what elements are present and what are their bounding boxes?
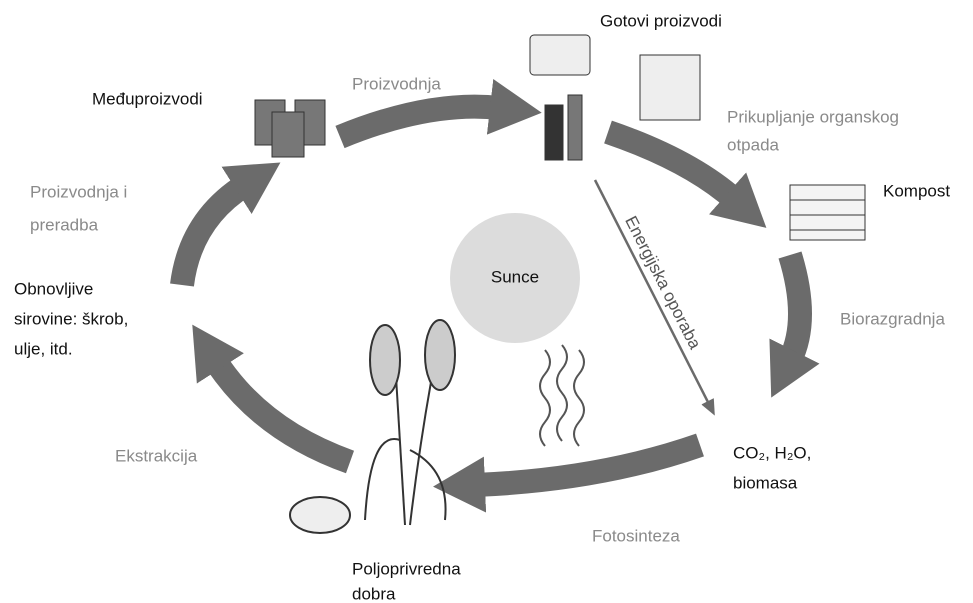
node-label: Kompost bbox=[883, 181, 950, 200]
process-label: Biorazgradnja bbox=[840, 309, 945, 328]
plant-icon bbox=[290, 320, 455, 533]
energy-arrow bbox=[595, 180, 713, 412]
node-label: Obnovljive bbox=[14, 279, 93, 298]
compost-icon bbox=[790, 185, 865, 240]
node-label: biomasa bbox=[733, 473, 798, 492]
arrow bbox=[790, 255, 800, 360]
node-label: ulje, itd. bbox=[14, 339, 73, 358]
cycle-diagram: Gotovi proizvodi Međuproizvodi Kompost O… bbox=[0, 0, 973, 603]
node-label: Međuproizvodi bbox=[92, 89, 203, 108]
process-label: preradba bbox=[30, 215, 99, 234]
process-label: Fotosinteza bbox=[592, 526, 680, 545]
node-label: CO₂, H₂O, bbox=[733, 443, 811, 462]
arrow bbox=[608, 132, 735, 200]
process-label: Proizvodnja i bbox=[30, 182, 127, 201]
process-label: Prikupljanje organskog bbox=[727, 107, 899, 126]
arrow bbox=[215, 360, 350, 462]
node-label: sirovine: škrob, bbox=[14, 309, 128, 328]
node-label: Poljoprivredna bbox=[352, 559, 461, 578]
process-label: Proizvodnja bbox=[352, 74, 441, 93]
arrow bbox=[475, 445, 700, 485]
sun-waves bbox=[540, 345, 584, 446]
sun-label: Sunce bbox=[491, 267, 539, 286]
cups-icon bbox=[255, 100, 325, 157]
node-label: dobra bbox=[352, 584, 396, 603]
arrow bbox=[340, 107, 500, 137]
finished-products: Gotovi proizvodi bbox=[600, 11, 722, 30]
process-label: otpada bbox=[727, 135, 780, 154]
process-label: Energijska oporaba bbox=[621, 213, 705, 353]
arrow bbox=[182, 185, 245, 285]
process-label: Ekstrakcija bbox=[115, 446, 198, 465]
